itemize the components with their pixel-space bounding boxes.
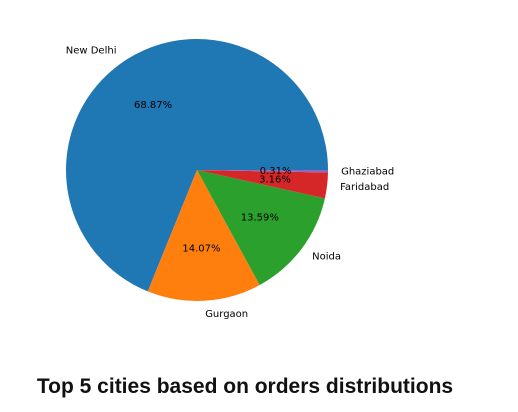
pct-label-noida: 13.59% (241, 212, 279, 223)
pie-slice-ghaziabad (197, 170, 328, 173)
pct-label-gurgaon: 14.07% (182, 243, 220, 254)
pct-label-ghaziabad: 0.31% (260, 166, 292, 177)
pct-label-faridabad: 3.16% (259, 174, 291, 185)
pct-label-new-delhi: 68.87% (134, 100, 172, 111)
pie-slice-gurgaon (147, 170, 260, 301)
pie-chart: 68.87% New Delhi 14.07% Gurgaon 13.59% Noida 3… (66, 39, 395, 320)
category-label-noida: Noida (312, 252, 341, 263)
pie-slice-faridabad (197, 170, 328, 199)
labels-layer: 68.87% New Delhi 14.07% Gurgaon 13.59% Noida 3… (66, 45, 395, 319)
pie-slice-new-delhi (66, 39, 329, 292)
slices-layer (66, 39, 329, 301)
category-label-faridabad: Faridabad (340, 182, 389, 193)
category-label-ghaziabad: Ghaziabad (341, 166, 394, 177)
category-label-new-delhi: New Delhi (66, 45, 117, 56)
category-label-gurgaon: Gurgaon (205, 309, 248, 320)
chart-title: Top 5 cities based on orders distributio… (36, 375, 454, 398)
pie-slice-noida (197, 170, 325, 286)
